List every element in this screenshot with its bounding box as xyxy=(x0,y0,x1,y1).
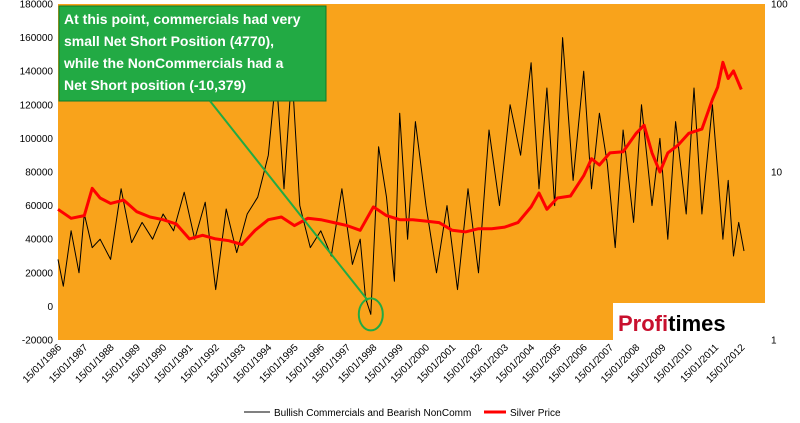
annotation-line-3: while the NonCommercials had a xyxy=(63,55,284,71)
legend: Bullish Commercials and Bearish NonComm … xyxy=(244,408,561,419)
y-left-tick-label: 80000 xyxy=(25,168,53,179)
annotation-line-4: Net Short position (-10,379) xyxy=(64,77,246,93)
y-left-tick-label: 100000 xyxy=(20,134,54,145)
y-right-tick-label: 10 xyxy=(771,168,783,179)
y-left-tick-label: 0 xyxy=(47,302,53,313)
logo-background xyxy=(613,303,765,340)
y-left-tick-label: -20000 xyxy=(22,336,54,347)
y-right-tick-label: 1 xyxy=(771,336,777,347)
logo-part2: times xyxy=(668,311,725,336)
y-left-ticks: -20000 0 20000 40000 60000 80000 100000 120000 1… xyxy=(20,0,54,347)
y-left-tick-label: 160000 xyxy=(20,33,54,44)
y-left-tick-label: 60000 xyxy=(25,201,53,212)
y-left-tick-label: 120000 xyxy=(20,100,54,111)
annotation: At this point, commercials had very smal… xyxy=(58,5,384,332)
y-left-tick-label: 180000 xyxy=(20,0,54,11)
annotation-line-2: small Net Short Position (4770), xyxy=(64,33,274,49)
logo-text: Profitimes xyxy=(618,311,726,336)
annotation-circle xyxy=(357,297,384,332)
logo-part1: Profi xyxy=(618,311,668,336)
y-left-tick-label: 140000 xyxy=(20,67,54,78)
y-left-tick-label: 40000 xyxy=(25,235,53,246)
logo: Profitimes xyxy=(613,303,765,340)
annotation-box xyxy=(58,5,327,102)
series-line-silver xyxy=(57,60,743,246)
y-right-tick-label: 100 xyxy=(771,0,788,11)
legend-label-commercials: Bullish Commercials and Bearish NonComm xyxy=(274,408,471,419)
legend-label-silver: Silver Price xyxy=(510,408,561,419)
y-right-ticks: 1 10 100 xyxy=(771,0,788,347)
series-line-commercials xyxy=(57,37,745,315)
annotation-arrow xyxy=(209,100,369,302)
y-left-tick-label: 20000 xyxy=(25,268,53,279)
annotation-line-1: At this point, commercials had very xyxy=(64,11,301,27)
series-group xyxy=(57,37,745,315)
x-ticks: 15/01/198615/01/198715/01/198815/01/1989… xyxy=(21,342,748,385)
